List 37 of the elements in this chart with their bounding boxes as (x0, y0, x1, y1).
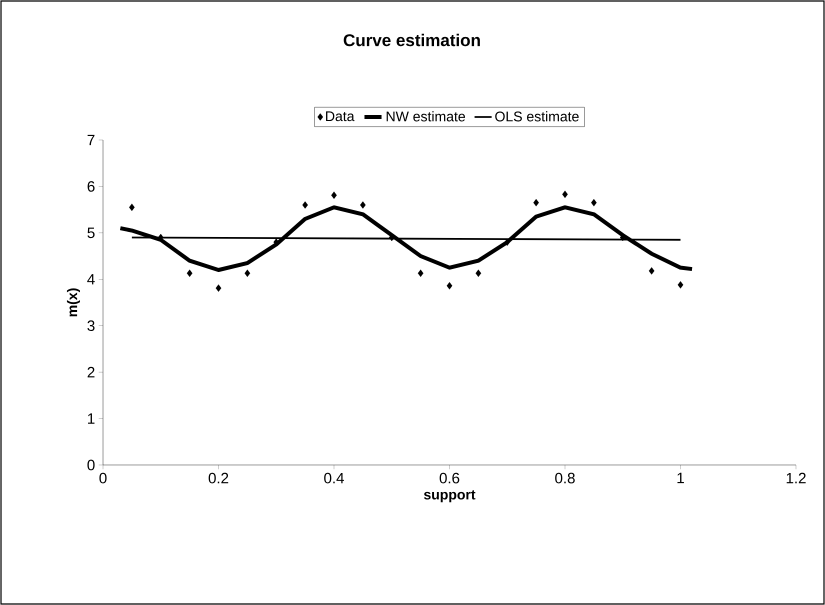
point (302, 201, 308, 209)
point (216, 284, 222, 292)
y-tick-label: 2 (88, 366, 94, 378)
point (446, 282, 452, 290)
x-tick-label: 1.2 (786, 472, 806, 484)
point (418, 270, 424, 277)
y-tick-label: 1 (88, 413, 94, 424)
point (591, 198, 597, 206)
x-tick-label: 0.4 (324, 472, 344, 484)
y-tick-label: 4 (87, 274, 95, 284)
x-tick-label: 0.2 (208, 472, 228, 484)
chart-title: Curve estimation (344, 34, 480, 46)
point (186, 270, 192, 277)
x-tick-label: 0.8 (555, 472, 575, 484)
point (331, 192, 337, 199)
point (648, 267, 654, 275)
y-tick-label: 3 (87, 320, 95, 332)
x-tick-label: 0 (99, 472, 107, 484)
legend-label: NW estimate (386, 111, 466, 122)
y-axis-title: m(x) (66, 288, 80, 316)
legend-label: Data (326, 111, 354, 122)
y-tick-label: 6 (88, 181, 95, 192)
point (129, 204, 135, 212)
x-axis-title: support (424, 490, 476, 502)
line-series (118, 205, 694, 272)
point (360, 201, 366, 209)
point (678, 281, 684, 289)
point (476, 270, 482, 277)
legend-label: OLS estimate (495, 111, 579, 122)
y-tick-label: 0 (87, 460, 95, 470)
point (562, 190, 568, 198)
x-tick-label: 0.6 (440, 472, 460, 484)
point (244, 270, 250, 277)
point (533, 198, 539, 206)
y-tick-label: 5 (87, 228, 95, 238)
y-tick-label: 7 (88, 134, 94, 146)
x-tick-label: 1 (677, 472, 684, 484)
